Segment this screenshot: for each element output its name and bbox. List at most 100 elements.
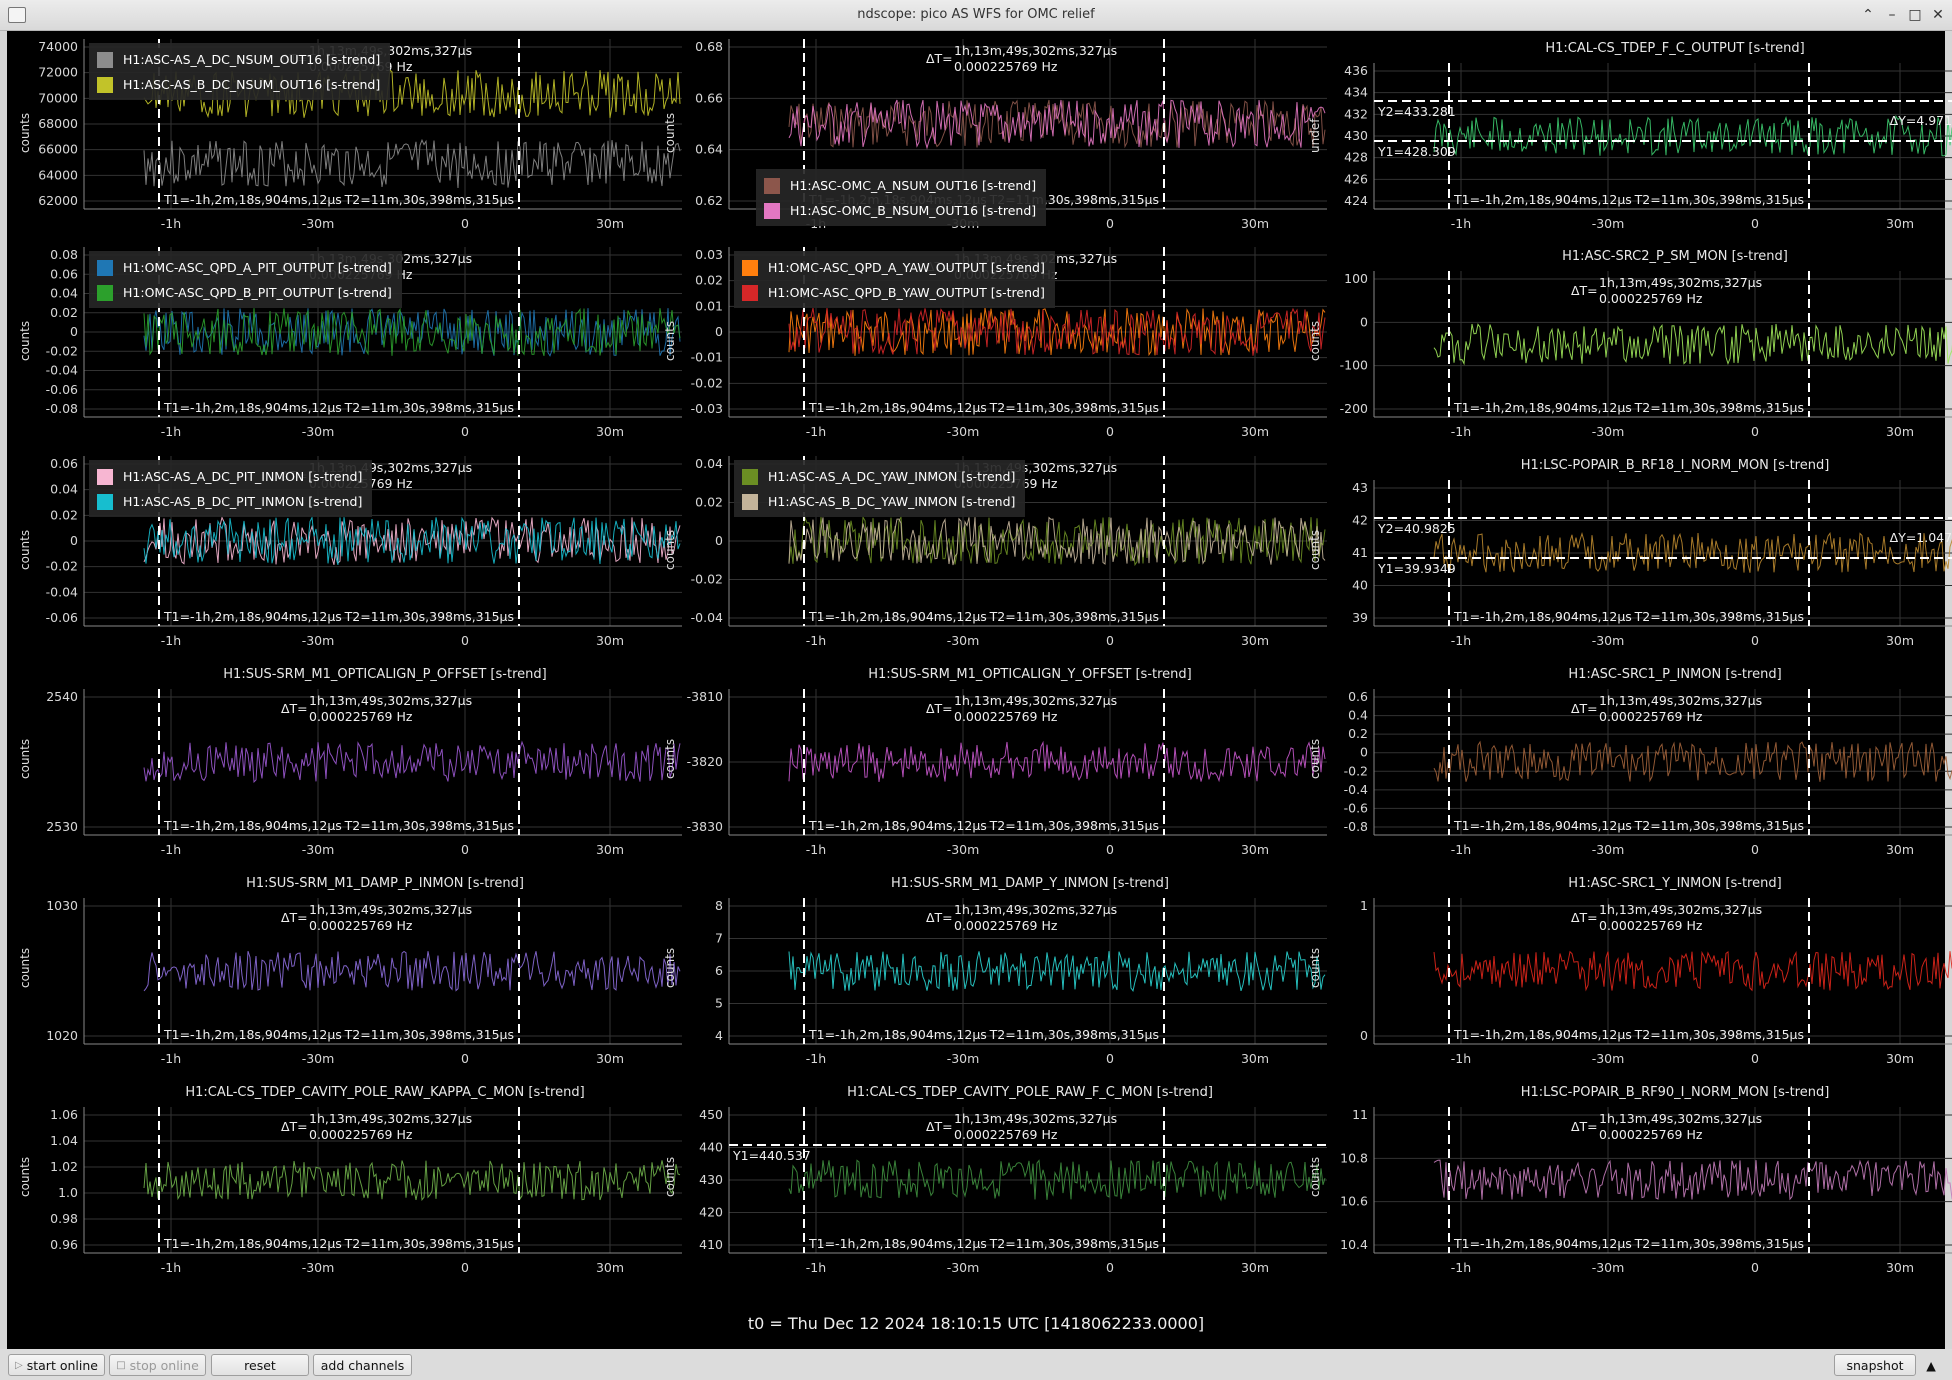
plot-panel[interactable]: 8 7 6 5 4 -1h -30m 0 30m T1=-1h,2m,18s,904ms,12μs… <box>654 866 1327 1076</box>
plot-panel[interactable]: 0.04 0.02 0 -0.02 -0.04 -1h -30m 0 30m T1=-1h,2m,… <box>654 448 1327 658</box>
y-tick-label: -0.04 <box>46 363 78 378</box>
legend-entry[interactable]: H1:OMC-ASC_QPD_B_PIT_OUTPUT [s-trend] <box>97 280 392 305</box>
plot-legend[interactable]: H1:ASC-AS_A_DC_PIT_INMON [s-trend] H1:ASC… <box>89 460 373 517</box>
legend-swatch <box>742 259 758 276</box>
x-tick-label: 30m <box>596 1051 624 1066</box>
x-tick-label: -30m <box>302 216 335 231</box>
plot-panel[interactable]: 0.08 0.06 0.04 0.02 0 -0.02 -0.04 -0.06 -0.08 -1h… <box>9 239 682 449</box>
plot-panel[interactable]: 0.03 0.02 0.01 0 -0.01 -0.02 -0.03 -1h -30m 0 30m T… <box>654 239 1327 449</box>
plot-panel[interactable]: 1 0 -1h -30m 0 30m T1=-1h,2m,18s,904ms,12μs T2=… <box>1299 866 1952 1076</box>
snapshot-button[interactable]: snapshot <box>1834 1354 1916 1376</box>
t2-label: T2=11m,30s,398ms,315μs <box>989 400 1159 415</box>
plot-legend[interactable]: H1:ASC-OMC_A_NSUM_OUT16 [s-trend] H1:ASC-… <box>756 169 1047 226</box>
legend-entry[interactable]: H1:ASC-AS_B_DC_NSUM_OUT16 [s-trend] <box>97 72 380 97</box>
y-tick-label: 0.06 <box>50 456 78 471</box>
plot-panel[interactable]: -3810 -3820 -3830 -1h -30m 0 30m T1=-1h,2m,18s,… <box>654 657 1327 867</box>
legend-entry[interactable]: H1:ASC-OMC_A_NSUM_OUT16 [s-trend] <box>764 173 1036 198</box>
legend-entry[interactable]: H1:ASC-OMC_B_NSUM_OUT16 [s-trend] <box>764 198 1036 223</box>
legend-entry[interactable]: H1:OMC-ASC_QPD_B_YAW_OUTPUT [s-trend] <box>742 280 1045 305</box>
x-tick-label: 0 <box>461 633 469 648</box>
plot-legend[interactable]: H1:ASC-AS_A_DC_NSUM_OUT16 [s-trend] H1:AS… <box>89 43 391 100</box>
t2-label: T2=11m,30s,398ms,315μs <box>989 609 1159 624</box>
delta-t-value: 1h,13m,49s,302ms,327μs <box>1599 902 1762 917</box>
window-keep-above-button[interactable]: ⌃ <box>1862 7 1874 23</box>
trace-line <box>1433 1159 1952 1201</box>
delta-t-value: 1h,13m,49s,302ms,327μs <box>1599 693 1762 708</box>
plot-panel[interactable]: 2540 2530 -1h -30m 0 30m T1=-1h,2m,18s,904ms,1… <box>9 657 682 867</box>
plot-panel[interactable]: 0.6 0.4 0.2 0 -0.2 -0.4 -0.6 -0.8 -1h -30m 0 30m T1=… <box>1299 657 1952 867</box>
plot-title: H1:ASC-SRC1_P_INMON [s-trend] <box>1568 667 1782 682</box>
y-axis-label: counts <box>1308 947 1322 988</box>
plot-legend[interactable]: H1:OMC-ASC_QPD_A_PIT_OUTPUT [s-trend] H1:… <box>89 251 402 308</box>
x-tick-label: 30m <box>1886 424 1914 439</box>
t1-label: T1=-1h,2m,18s,904ms,12μs <box>808 818 987 833</box>
x-tick-label: -30m <box>947 633 980 648</box>
x-tick-label: -30m <box>1592 216 1625 231</box>
legend-swatch <box>742 468 758 485</box>
plot-panel[interactable]: 43 42 41 40 39 -1h -30m 0 30m Y2=40.9825 Y1=39.934… <box>1299 448 1952 658</box>
x-tick-label: -1h <box>1451 424 1471 439</box>
legend-swatch <box>97 259 113 276</box>
plot-panel[interactable]: 74000 72000 70000 68000 66000 64000 62000 -1h -3… <box>9 31 682 241</box>
t2-label: T2=11m,30s,398ms,315μs <box>1634 400 1804 415</box>
window-maximize-button[interactable]: □ <box>1908 7 1922 23</box>
y-tick-label: -0.02 <box>691 375 723 390</box>
stop-online-button[interactable]: □ stop online <box>109 1354 206 1376</box>
y-tick-label: -100 <box>1340 358 1368 373</box>
window-close-button[interactable]: ✕ <box>1932 7 1944 23</box>
plot-panel[interactable]: 100 0 -100 -200 -1h -30m 0 30m T1=-1h,2m,18s,904… <box>1299 239 1952 449</box>
plot-area[interactable]: 74000 72000 70000 68000 66000 64000 62000 -1h -3… <box>7 31 1952 1349</box>
x-tick-label: -1h <box>806 633 826 648</box>
plot-panel[interactable]: 0.680.660.640.62-1h-30m030mT1=-1h,2m,18s… <box>654 31 1327 241</box>
legend-entry[interactable]: H1:ASC-AS_A_DC_PIT_INMON [s-trend] <box>97 464 362 489</box>
plot-legend[interactable]: H1:OMC-ASC_QPD_A_YAW_OUTPUT [s-trend] H1:… <box>734 251 1055 308</box>
delta-t-prefix: ΔT= <box>1571 283 1598 298</box>
y-tick-label: -0.8 <box>1344 819 1368 834</box>
y-tick-label: 0 <box>1360 1028 1368 1043</box>
x-tick-label: -30m <box>947 842 980 857</box>
y-tick-label: -0.04 <box>691 610 723 625</box>
legend-entry[interactable]: H1:OMC-ASC_QPD_A_PIT_OUTPUT [s-trend] <box>97 255 392 280</box>
y-tick-label: 10.8 <box>1340 1150 1368 1165</box>
trace-line <box>143 138 681 189</box>
x-tick-label: -1h <box>1451 842 1471 857</box>
legend-entry[interactable]: H1:OMC-ASC_QPD_A_YAW_OUTPUT [s-trend] <box>742 255 1045 280</box>
t0-label: t0 = Thu Dec 12 2024 18:10:15 UTC [14180… <box>747 1314 1205 1333</box>
delta-t-prefix: ΔT= <box>1571 1119 1598 1134</box>
legend-swatch <box>97 284 113 301</box>
play-icon: ▷ <box>15 1359 23 1371</box>
y-tick-label: 426 <box>1344 171 1368 186</box>
y-tick-label: 66000 <box>38 142 78 157</box>
plot-panel[interactable]: 436 434 432 430 428 426 424 -1h -30m 0 30m Y2=433.2… <box>1299 31 1952 241</box>
y-tick-label: 0 <box>715 533 723 548</box>
plot-panel[interactable]: 11 10.8 10.6 10.4 -1h -30m 0 30m T1=-1h,2m,18s,9… <box>1299 1075 1952 1285</box>
collapse-arrow-icon[interactable]: ▲ <box>1926 1357 1936 1373</box>
y-tick-label: 436 <box>1344 63 1368 78</box>
t1-label: T1=-1h,2m,18s,904ms,12μs <box>163 609 342 624</box>
plot-panel[interactable]: 1.06 1.04 1.02 1.0 0.98 0.96 -1h -30m 0 30m T1=-1h… <box>9 1075 682 1285</box>
x-tick-label: 30m <box>596 633 624 648</box>
stop-online-label: stop online <box>129 1357 199 1373</box>
legend-entry[interactable]: H1:ASC-AS_A_DC_NSUM_OUT16 [s-trend] <box>97 47 380 72</box>
delta-t-frequency: 0.000225769 Hz <box>954 709 1058 724</box>
y-tick-label: 0.02 <box>50 507 78 522</box>
bottom-toolbar: ▷ start online □ stop online reset add cha… <box>0 1349 1952 1380</box>
plot-panel[interactable]: 0.06 0.04 0.02 0 -0.02 -0.04 -0.06 -1h -30m 0 30m T… <box>9 448 682 658</box>
legend-entry[interactable]: H1:ASC-AS_B_DC_PIT_INMON [s-trend] <box>97 489 362 514</box>
plot-panel[interactable]: 1030 1020 -1h -30m 0 30m T1=-1h,2m,18s,904ms,1… <box>9 866 682 1076</box>
add-channels-button[interactable]: add channels <box>313 1354 412 1376</box>
legend-entry[interactable]: H1:ASC-AS_A_DC_YAW_INMON [s-trend] <box>742 464 1015 489</box>
x-tick-label: -1h <box>161 1051 181 1066</box>
plot-panel[interactable]: 450 440 430 420 410 -1h -30m 0 30m Y1=440.537 T1=-… <box>654 1075 1327 1285</box>
start-online-button[interactable]: ▷ start online <box>8 1354 105 1376</box>
delta-t-prefix: ΔT= <box>281 1119 308 1134</box>
t1-label: T1=-1h,2m,18s,904ms,12μs <box>1453 609 1632 624</box>
reset-button[interactable]: reset <box>211 1354 309 1376</box>
legend-swatch <box>97 493 113 510</box>
legend-entry[interactable]: H1:ASC-AS_B_DC_YAW_INMON [s-trend] <box>742 489 1015 514</box>
window-minimize-button[interactable]: – <box>1888 7 1896 23</box>
plot-title: H1:CAL-CS_TDEP_CAVITY_POLE_RAW_KAPPA_C_M… <box>185 1085 585 1100</box>
plot-legend[interactable]: H1:ASC-AS_A_DC_YAW_INMON [s-trend] H1:ASC… <box>734 460 1026 517</box>
y-tick-label: 0.68 <box>695 39 723 54</box>
window-titlebar: ndscope: pico AS WFS for OMC relief ⌃ – … <box>0 0 1952 31</box>
